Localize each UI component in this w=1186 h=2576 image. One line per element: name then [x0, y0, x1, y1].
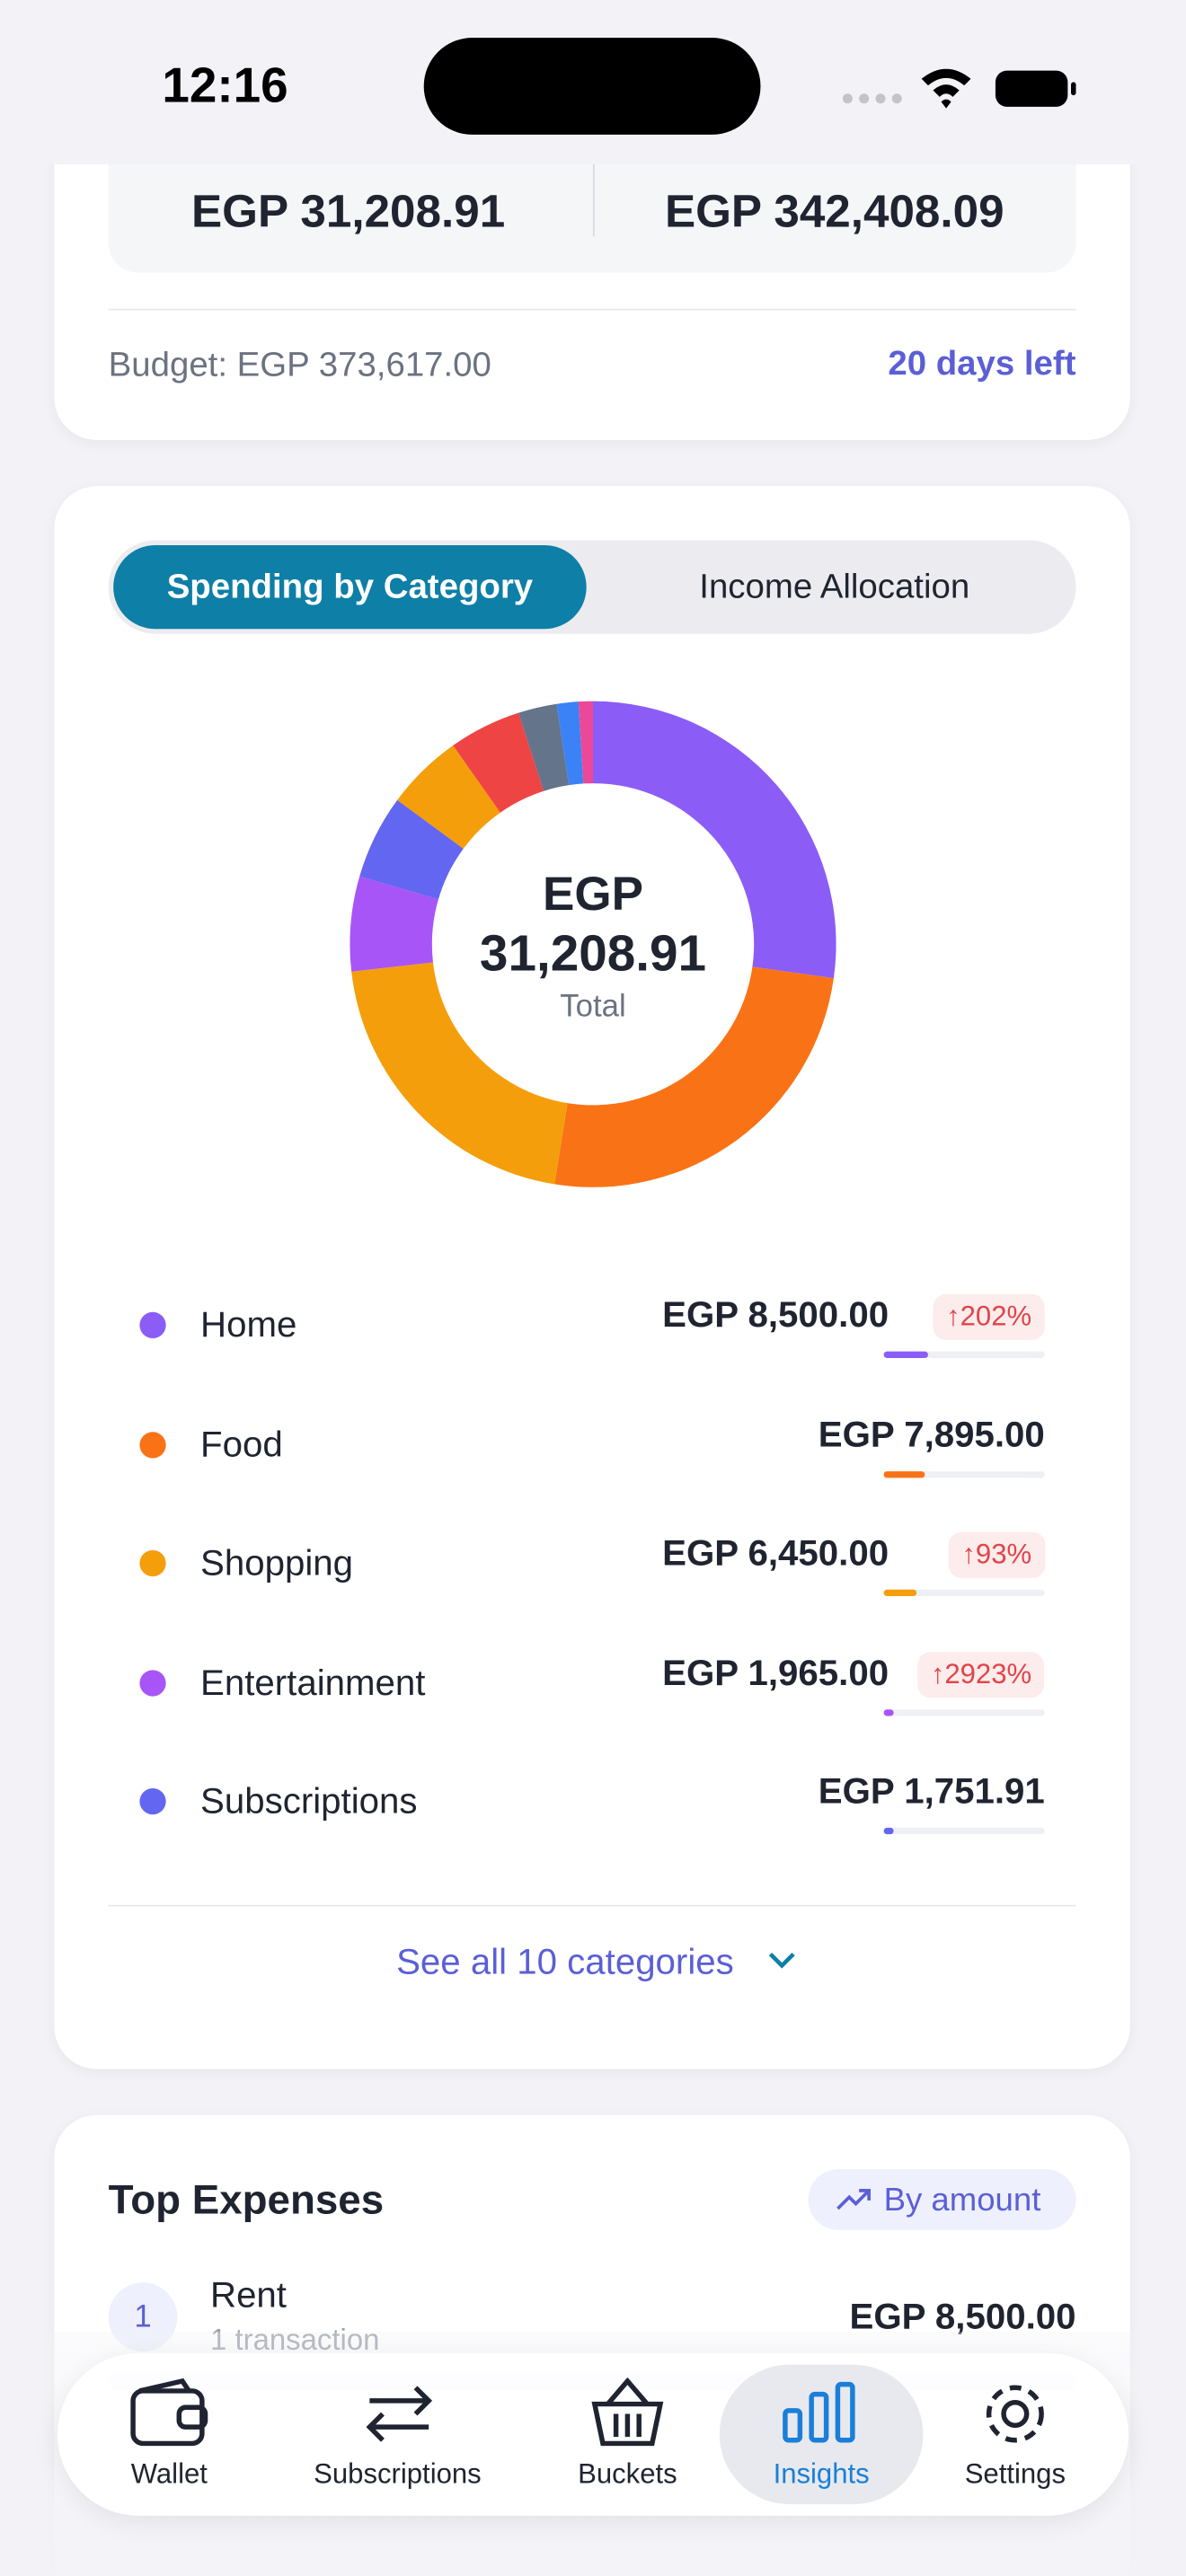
tab-bar — [57, 2352, 1129, 2516]
expense-name: Rent — [210, 2274, 288, 2316]
time: 12:16 — [162, 58, 288, 114]
chevron-down — [768, 1953, 795, 1969]
donut-label: Total — [560, 990, 626, 1025]
legend-dot — [139, 1311, 166, 1339]
donut-currency: EGP — [543, 869, 643, 922]
category-amount: EGP 8,500.00 — [662, 1293, 890, 1336]
nav-icons — [130, 2378, 1044, 2447]
sort-label[interactable]: By amount — [883, 2182, 1041, 2219]
donut-chart — [350, 701, 836, 1187]
progress-track — [883, 1470, 1045, 1478]
status-icons — [842, 68, 1076, 109]
donut-segment — [397, 745, 500, 849]
donut-segment — [518, 703, 570, 791]
spent-amount: EGP 31,208.91 — [191, 185, 506, 237]
legend-dot — [139, 1431, 166, 1458]
change-badge: ↑93% — [948, 1531, 1045, 1578]
donut-segment — [351, 962, 568, 1185]
nav-label[interactable]: Insights — [773, 2457, 870, 2490]
divider — [592, 163, 595, 237]
donut-segment — [592, 701, 836, 979]
category-amount: EGP 1,965.00 — [662, 1651, 890, 1693]
donut-segment — [350, 876, 438, 972]
legend-dot — [139, 1669, 166, 1696]
progress-bar — [883, 1708, 894, 1716]
nav-label[interactable]: Wallet — [130, 2457, 208, 2490]
category-amount: EGP 7,895.00 — [818, 1413, 1045, 1454]
category-name: Home — [200, 1303, 297, 1345]
progress-bar — [883, 1351, 928, 1358]
trend-icon — [836, 2189, 871, 2210]
progress-track — [883, 1589, 1045, 1597]
days-left: 20 days left — [888, 344, 1076, 383]
donut-segment — [453, 712, 544, 813]
donut-total: 31,208.91 — [479, 924, 707, 983]
donut-segment — [556, 701, 584, 786]
category-name: Subscriptions — [200, 1779, 418, 1822]
tab-active[interactable] — [113, 544, 587, 630]
category-name: Entertainment — [200, 1661, 426, 1702]
category-name: Shopping — [200, 1541, 354, 1584]
nav-label[interactable]: Settings — [964, 2457, 1067, 2490]
donut-segment — [578, 701, 593, 784]
remaining-amount: EGP 342,408.09 — [664, 185, 1005, 237]
nav-label[interactable]: Subscriptions — [314, 2457, 482, 2490]
nav-label[interactable]: Buckets — [578, 2457, 677, 2490]
budget-text: Budget: EGP 373,617.00 — [108, 346, 491, 384]
section-title: Top Expenses — [108, 2177, 385, 2224]
see-all-link[interactable]: See all 10 categories — [396, 1940, 734, 1982]
divider — [108, 308, 1076, 311]
expense-amount: EGP 8,500.00 — [849, 2295, 1076, 2337]
donut-segment — [554, 966, 834, 1187]
progress-track — [883, 1708, 1045, 1716]
category-name: Food — [200, 1423, 283, 1464]
tab-highlight — [719, 2364, 924, 2505]
rank: 1 — [134, 2300, 152, 2335]
tab-label[interactable]: Income Allocation — [699, 568, 970, 606]
progress-bar — [883, 1589, 917, 1597]
change-badge: ↑2923% — [917, 1651, 1045, 1698]
progress-bar — [883, 1827, 893, 1835]
legend-dot — [139, 1549, 166, 1577]
divider — [108, 1904, 1076, 1907]
dynamic-island — [423, 38, 761, 135]
category-amount: EGP 6,450.00 — [662, 1531, 890, 1574]
category-amount: EGP 1,751.91 — [818, 1769, 1045, 1812]
donut-segment — [359, 799, 464, 900]
change-badge: ↑202% — [933, 1293, 1045, 1340]
progress-track — [883, 1827, 1045, 1835]
progress-track — [883, 1351, 1045, 1358]
progress-bar — [883, 1470, 925, 1478]
tab-label[interactable]: Spending by Category — [166, 568, 534, 606]
legend-dot — [139, 1787, 166, 1815]
